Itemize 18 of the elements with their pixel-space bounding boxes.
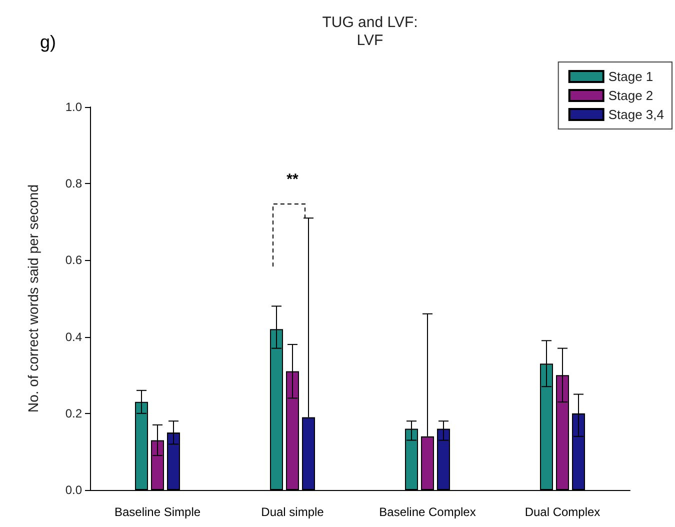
legend-label: Stage 2 bbox=[608, 88, 654, 103]
text: g) bbox=[40, 32, 56, 52]
x-tick-label: Baseline Complex bbox=[379, 505, 476, 519]
x-tick-label: Baseline Simple bbox=[114, 505, 201, 519]
legend-label: Stage 1 bbox=[608, 69, 654, 84]
y-tick-label: 0.0 bbox=[65, 483, 82, 497]
x-tick-label: Dual simple bbox=[261, 505, 324, 519]
chart-title: TUG and LVF: bbox=[322, 14, 418, 31]
y-axis-title: No. of correct words said per second bbox=[25, 184, 41, 412]
y-tick-label: 1.0 bbox=[65, 100, 82, 114]
x-tick-label: Dual Complex bbox=[524, 505, 600, 519]
y-tick-label: 0.8 bbox=[65, 176, 82, 191]
annotation: ** bbox=[286, 171, 298, 188]
y-tick-label: 0.6 bbox=[65, 253, 82, 268]
legend-label: Stage 3,4 bbox=[608, 107, 664, 122]
chart-subtitle: LVF bbox=[356, 32, 384, 49]
y-tick-label: 0.4 bbox=[65, 330, 82, 344]
y-tick-label: 0.2 bbox=[65, 406, 82, 420]
